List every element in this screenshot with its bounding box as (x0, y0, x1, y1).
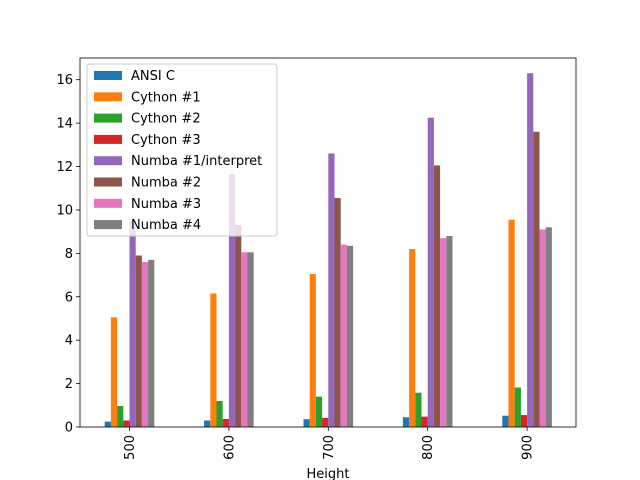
bar-numba-1-interpret-500 (129, 220, 136, 427)
bar-numba-1-interpret-700 (328, 153, 335, 427)
bars-layer (104, 73, 552, 428)
legend-label: Numba #3 (131, 197, 201, 212)
x-axis: 500 600 700 800 900 (123, 427, 536, 460)
legend-label: Cython #3 (131, 133, 201, 148)
legend-box (86, 63, 278, 237)
legend-label: Cython #1 (131, 90, 201, 105)
bar-numba-3-700 (340, 244, 347, 427)
bar-numba-3-500 (141, 262, 149, 427)
y-tick-label: 0 (65, 421, 73, 436)
x-tick-label: 800 (421, 435, 436, 460)
bar-numba-3-900 (539, 229, 546, 427)
bar-cython-2-700 (315, 396, 323, 427)
bar-ansi-c-700 (303, 419, 310, 427)
y-tick-label: 10 (56, 203, 73, 218)
legend-label: Numba #4 (131, 218, 201, 233)
y-tick-label: 2 (65, 377, 73, 392)
legend-swatch (94, 92, 122, 102)
bar-cython-2-600 (216, 400, 223, 427)
legend: ANSI C Cython #1 Cython #2 Cython #3 Numba #… (86, 63, 278, 237)
bar-numba-2-600 (235, 225, 242, 427)
y-axis: 0 2 4 6 8 10 12 14 16 (56, 73, 80, 436)
bar-numba-2-700 (334, 198, 341, 427)
y-tick-label: 16 (56, 73, 73, 88)
bar-numba-1-interpret-900 (527, 73, 534, 427)
legend-swatch (94, 177, 122, 187)
legend-swatch (94, 113, 122, 123)
x-tick-label: 500 (123, 435, 138, 460)
legend-label: Numba #1/interpret (131, 154, 262, 169)
bar-ansi-c-600 (204, 420, 211, 427)
bar-ansi-c-900 (502, 415, 509, 427)
legend-swatch (94, 156, 122, 166)
bar-numba-1-interpret-600 (228, 174, 236, 427)
x-tick-label: 600 (222, 435, 237, 460)
bar-numba-2-900 (533, 131, 540, 428)
bar-numba-3-600 (241, 252, 248, 427)
bar-cython-1-900 (508, 219, 515, 427)
legend-label: Cython #2 (131, 112, 201, 127)
legend-swatch (94, 220, 122, 230)
bar-cython-3-900 (520, 415, 528, 427)
x-tick-label: 900 (521, 435, 536, 460)
bar-cython-3-500 (123, 420, 130, 427)
x-axis-label: Height (307, 467, 350, 480)
bar-numba-4-500 (148, 259, 155, 427)
bar-ansi-c-800 (402, 417, 410, 427)
bar-cython-2-500 (117, 405, 124, 427)
bar-cython-3-800 (421, 416, 428, 427)
legend-label: ANSI C (131, 69, 175, 84)
bar-cython-2-900 (514, 387, 521, 427)
bar-ansi-c-500 (104, 421, 111, 427)
y-tick-label: 12 (56, 160, 73, 175)
bar-cython-3-700 (322, 417, 329, 427)
bar-numba-3-800 (440, 238, 447, 427)
bar-cython-1-800 (409, 249, 416, 427)
bar-cython-2-800 (415, 392, 422, 427)
y-tick-label: 6 (65, 290, 73, 305)
legend-swatch (94, 71, 122, 80)
bar-numba-2-500 (135, 255, 142, 427)
bar-cython-1-600 (210, 293, 217, 427)
bar-numba-4-700 (346, 245, 354, 427)
bar-numba-4-600 (247, 252, 254, 427)
legend-swatch (94, 134, 122, 144)
x-tick-label: 700 (322, 435, 337, 460)
legend-swatch (94, 198, 122, 208)
bar-numba-1-interpret-800 (427, 117, 434, 427)
bar-cython-1-700 (309, 273, 316, 427)
bar-cython-1-500 (110, 317, 118, 427)
y-tick-label: 14 (56, 117, 73, 132)
bar-numba-4-800 (446, 235, 453, 427)
bar-numba-4-900 (545, 227, 552, 427)
legend-label: Numba #2 (131, 176, 201, 191)
y-tick-label: 8 (65, 247, 73, 262)
y-tick-label: 4 (65, 334, 73, 349)
bar-numba-2-800 (433, 165, 441, 427)
bar-cython-3-600 (222, 418, 229, 427)
